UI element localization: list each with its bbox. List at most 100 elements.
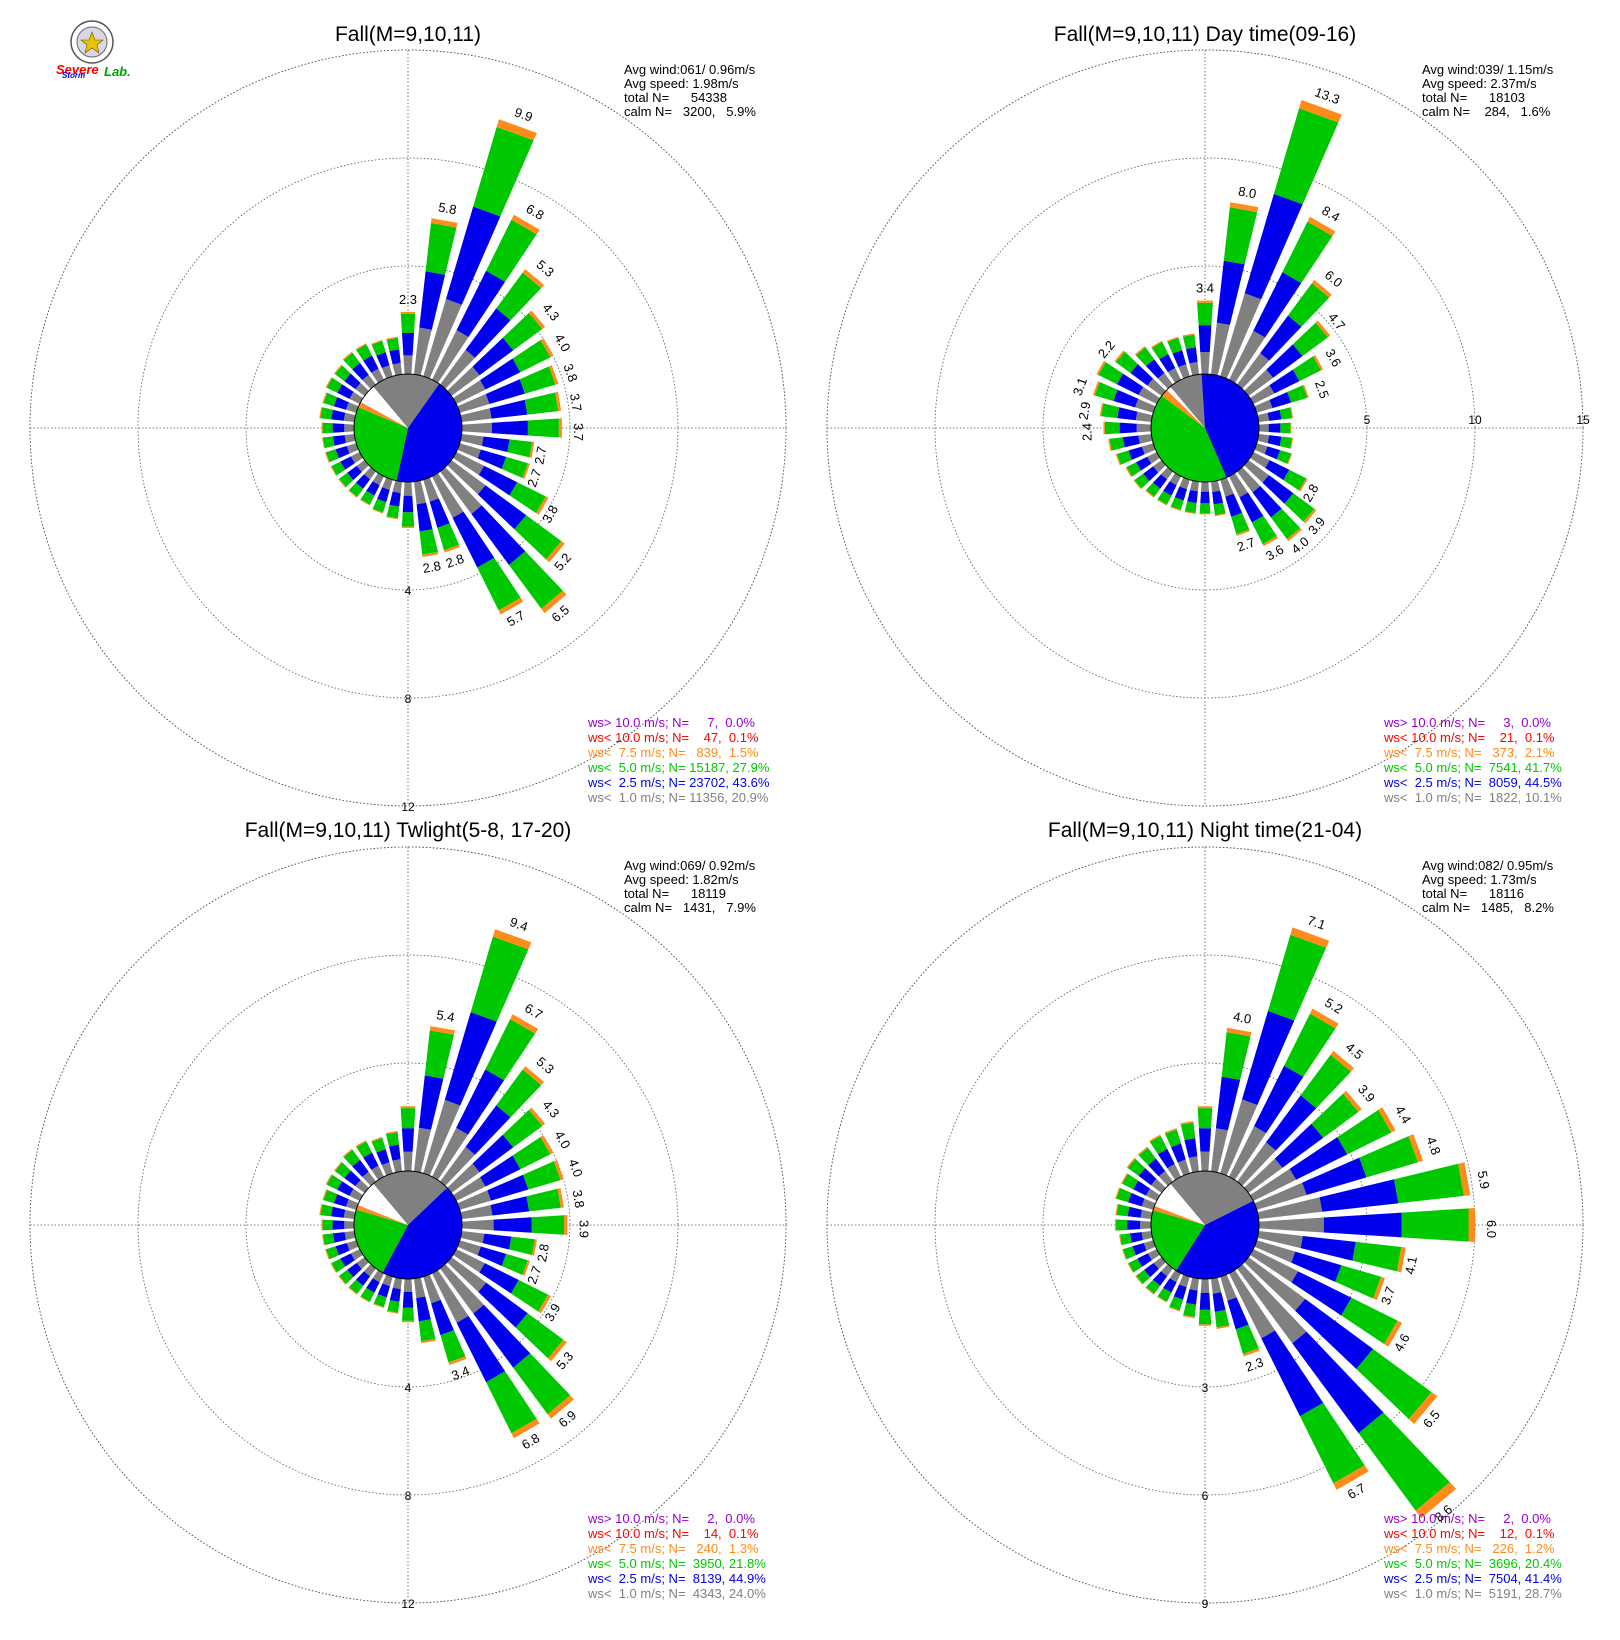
petal-lt25-30 [1253,272,1302,338]
petal-lt1-340 [381,1162,393,1176]
petal-lt25-220 [1152,474,1168,489]
petal-lt75-180 [1198,1324,1212,1326]
petal-lt1-350 [392,362,402,376]
petal-lt75-160 [444,544,460,553]
petal-lt1-240 [350,452,363,464]
petal-lt75-250 [325,1249,330,1260]
petal-lt25-40 [1260,315,1302,361]
petal-lt5-30 [1284,1013,1336,1077]
petal-lt1-280 [343,412,356,422]
petal-lt5-60 [512,1137,551,1170]
petal-lt5-170 [1213,502,1226,516]
petal-lt1-320 [362,374,376,389]
petal-lt1-190 [1190,480,1199,492]
pie-slice-lt5 [354,407,408,481]
petal-lt5-60 [1292,356,1322,382]
petal-lt75-300 [325,377,333,388]
petal-lt1-340 [1177,1159,1190,1176]
petal-lt25-280 [1117,407,1138,421]
petal-lt25-80 [489,399,528,419]
petal-lt25-180 [1200,491,1210,504]
bar-value-label: 4.0 [1232,1009,1252,1027]
petal-lt1-130 [447,1257,487,1292]
petal-lt75-330 [1149,1134,1161,1142]
petal-lt75-90 [558,418,562,438]
petal-lt1-260 [344,1231,356,1240]
petal-lt1-60 [1250,385,1275,404]
petal-lt25-270 [332,423,345,433]
petal-lt5-260 [1119,1233,1132,1246]
bar-value-label: 3.4 [449,1363,471,1383]
petal-lt75-260 [322,1234,325,1246]
petal-lt25-70 [1269,392,1292,409]
legend-entry-lt75: ws< 7.5 m/s; N= 240, 1.3% [587,1541,759,1556]
petal-lt75-80 [1458,1162,1471,1196]
petal-lt1-0 [1200,352,1210,374]
petal-lt25-330 [363,355,379,373]
petal-lt25-260 [1129,1232,1143,1243]
windrose-panel-1: 4 8 12 2.3 5.8 9.9 6.8 5.3 4.3 4.0 3.8 3.7 3.7 2.7 2.7… [29,23,787,814]
stat-line: Avg wind:061/ 0.96m/s [624,62,756,77]
petal-lt25-170 [416,502,433,532]
petal-lt75-270 [1115,1219,1117,1231]
petal-lt25-250 [335,1243,350,1256]
petal-lt1-270 [344,424,354,432]
petal-lt25-260 [332,1232,346,1243]
petal-lt75-190 [1184,511,1196,514]
petal-lt5-310 [334,1162,351,1179]
bar-value-label: 4.5 [1343,1039,1366,1062]
bar-value-label: 4.7 [1325,310,1348,333]
bar-value-label: 5.3 [534,257,557,280]
petal-lt75-290 [322,392,328,404]
petal-lt1-60 [453,1177,486,1201]
petal-lt75-150 [498,597,524,615]
legend-entry-lt1: ws< 1.0 m/s; N= 5191, 28.7% [1383,1586,1562,1601]
petal-lt1-330 [371,368,384,383]
petal-lt75-160 [1236,529,1250,536]
petal-lt25-70 [1302,1157,1367,1195]
petal-lt5-210 [360,1287,375,1302]
petal-lt75-310 [334,1161,343,1172]
petal-lt25-170 [416,1296,431,1322]
bar-value-label: 2.9 [1076,401,1094,421]
petal-lt25-280 [1127,1206,1142,1218]
bar-value-label: 3.6 [1263,542,1286,564]
bar-value-label: 9.4 [508,914,530,934]
petal-lt25-150 [1239,492,1264,523]
petal-lt1-130 [1244,1257,1306,1311]
petal-lt25-130 [1295,1298,1374,1369]
petal-lt75-250 [1115,454,1121,466]
petal-lt5-350 [386,1132,399,1147]
petal-lt5-110 [1335,1265,1382,1299]
legend-entry-lt1: ws< 1.0 m/s; N= 4343, 24.0% [587,1586,766,1601]
petal-lt75-340 [1164,1128,1177,1134]
legend-entry-lt10: ws< 10.0 m/s; N= 21, 0.1% [1383,730,1555,745]
petal-lt25-270 [1127,1220,1141,1230]
petal-lt75-290 [322,1189,328,1201]
bar-value-label: 5.9 [1475,1170,1493,1190]
petal-lt5-330 [1151,341,1169,360]
petal-lt5-40 [1300,1054,1351,1109]
petal-lt1-100 [1257,1231,1303,1249]
petal-lt25-130 [478,1282,528,1328]
petal-lt5-100 [1279,436,1293,449]
petal-lt75-300 [325,1174,333,1185]
petal-lt1-110 [1254,1240,1296,1263]
petal-lt75-290 [1092,381,1100,396]
petal-lt25-200 [377,1283,390,1298]
petal-lt75-320 [1134,346,1146,356]
chart-title: Fall(M=9,10,11) Night time(21-04) [1048,819,1362,842]
petal-lt75-170 [422,552,439,557]
legend-entry-lt1: ws< 1.0 m/s; N= 11356, 20.9% [587,790,769,805]
petal-lt1-150 [432,1270,469,1323]
petal-lt25-140 [1292,1331,1384,1434]
petal-lt25-30 [456,1069,505,1135]
petal-lt75-150 [1262,536,1278,547]
petal-lt75-10 [429,1026,456,1035]
petal-lt5-20 [1273,108,1339,205]
petal-lt1-120 [1250,1249,1298,1283]
petal-lt25-160 [1225,493,1243,517]
pie-slice-lt1 [373,1171,448,1225]
petal-lt25-180 [402,1292,414,1308]
petal-lt25-30 [1254,1065,1304,1134]
